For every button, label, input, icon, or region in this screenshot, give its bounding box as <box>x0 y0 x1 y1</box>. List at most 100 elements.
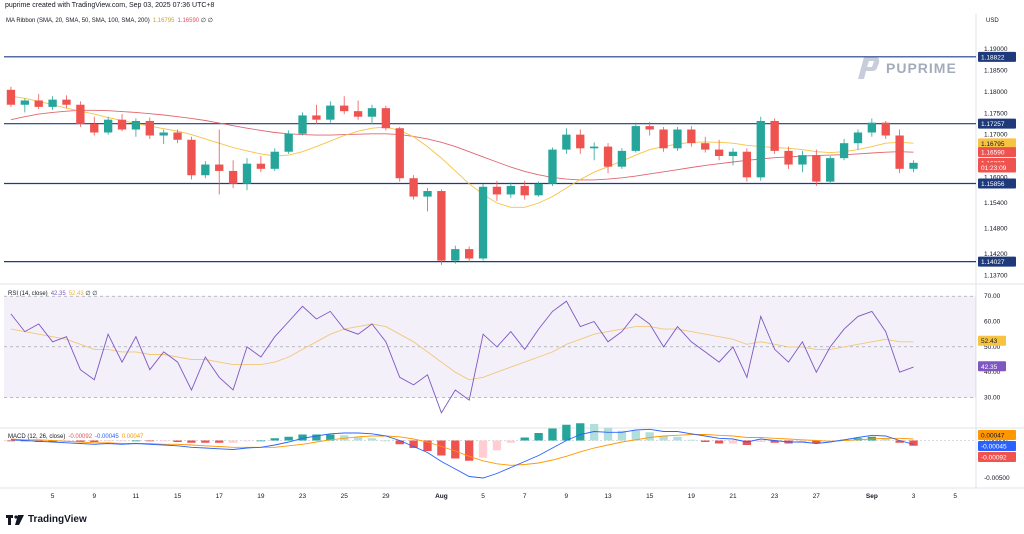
candle-body <box>895 135 904 169</box>
ma-ribbon-legend[interactable]: MA Ribbon (SMA, 20, SMA, 50, SMA, 100, S… <box>6 17 213 24</box>
time-tick-label: Sep <box>866 493 878 500</box>
macd-histogram-bar <box>326 434 335 441</box>
candle-body <box>437 191 446 261</box>
macd-histogram-bar <box>284 436 293 441</box>
macd-histogram-bar <box>520 437 529 441</box>
macd-histogram-bar <box>895 440 904 443</box>
macd-histogram-bar <box>714 440 724 444</box>
candle-body <box>215 164 224 171</box>
macd-histogram-bar <box>423 440 432 451</box>
macd-histogram-bar <box>701 440 710 442</box>
level-price-label: 1.14027 <box>981 259 1005 266</box>
time-tick-label: 21 <box>729 493 737 500</box>
macd-histogram-bar <box>6 440 16 442</box>
currency-label: USD <box>986 18 999 24</box>
candle-body <box>909 162 918 169</box>
candle-body <box>353 111 363 117</box>
candle-body <box>145 120 154 136</box>
time-tick-label: 5 <box>481 493 485 500</box>
candle-body <box>756 120 765 178</box>
candle-body <box>839 143 849 159</box>
candle-body <box>867 122 877 133</box>
candle-body <box>20 100 29 105</box>
candle-body <box>48 99 57 107</box>
macd-histogram-bar <box>48 440 57 442</box>
macd-histogram-bar <box>187 440 196 443</box>
tradingview-branding[interactable]: TradingView <box>6 514 87 525</box>
candle-body <box>742 151 752 178</box>
candle-body <box>603 146 613 167</box>
candle-body <box>298 115 307 134</box>
macd-signal-value: 0.00047 <box>121 434 144 440</box>
macd-histogram-bar <box>492 440 502 451</box>
macd-histogram-bar <box>728 440 738 444</box>
candle-body <box>576 134 585 149</box>
macd-value-tag <box>978 452 1016 462</box>
time-tick-label: 27 <box>813 493 821 500</box>
rsi-tick-label: 30.00 <box>984 395 1001 402</box>
candle-body <box>326 105 335 120</box>
time-tick-label: 17 <box>216 493 224 500</box>
candle-body <box>687 129 696 144</box>
candle-body <box>173 132 182 140</box>
candle-body <box>520 185 529 196</box>
candle-body <box>659 129 668 149</box>
macd-line-value: -0.00045 <box>95 434 119 440</box>
rsi-value: 42.35 <box>50 291 66 297</box>
rsi-tick-label: 70.00 <box>984 293 1001 300</box>
macd-histogram-bar <box>812 440 821 444</box>
candle-body <box>256 163 266 169</box>
macd-histogram-bar <box>548 428 557 441</box>
price-tick-label: 1.17000 <box>984 132 1008 139</box>
ma-ribbon-value-2: 1.16590 <box>177 18 200 24</box>
rsi-tail: ∅ ∅ <box>85 291 98 297</box>
level-price-tag <box>978 118 1016 129</box>
candle-body <box>423 191 432 197</box>
macd-label: MACD (12, 26, close) <box>8 434 66 440</box>
rsi-tick-label: 60.00 <box>984 319 1001 326</box>
price-tick-label: 1.17500 <box>984 110 1008 117</box>
macd-histogram-bar <box>603 427 613 441</box>
candle-body <box>117 119 127 130</box>
puprime-logo-icon <box>858 57 880 79</box>
candle-body <box>270 151 279 169</box>
candle-body <box>631 126 640 151</box>
candle-body <box>90 123 99 133</box>
macd-histogram-bar <box>451 440 460 459</box>
macd-histogram-bar <box>478 440 488 458</box>
rsi-legend[interactable]: RSI (14, close) 42.35 52.43 ∅ ∅ <box>8 290 98 297</box>
rsi-ma-tag <box>978 335 1006 346</box>
candle-body <box>381 108 391 129</box>
macd-histogram-bar <box>437 440 446 456</box>
watermark-text: PUPRIME <box>886 60 957 76</box>
macd-histogram-bar <box>159 440 168 442</box>
rsi-value-tag <box>978 361 1006 372</box>
candle-body <box>589 146 599 149</box>
macd-histogram-bar <box>881 438 890 441</box>
candle-body <box>826 158 835 182</box>
macd-line <box>10 428 914 479</box>
time-tick-label: 15 <box>646 493 654 500</box>
ma-ribbon-tail: ∅ ∅ <box>200 18 213 24</box>
candle-body <box>812 155 821 182</box>
candle-body <box>395 128 404 179</box>
time-tick-label: 3 <box>912 493 916 500</box>
time-tick-label: 11 <box>133 493 140 500</box>
macd-value-tag-label: 0.00047 <box>981 433 1005 440</box>
current-price-tag <box>978 138 1016 149</box>
candle-body <box>798 155 807 165</box>
macd-histogram-bar <box>173 440 182 442</box>
macd-histogram-bar <box>589 424 599 441</box>
macd-histogram-bar <box>76 440 85 442</box>
time-tick-label: 25 <box>341 493 349 500</box>
macd-histogram-bar <box>298 434 307 441</box>
level-price-label: 1.15856 <box>981 181 1005 188</box>
macd-histogram-bar <box>215 440 224 443</box>
candle-body <box>853 132 863 144</box>
macd-value-tag-label: -0.00045 <box>981 444 1007 451</box>
price-tick-label: 1.19000 <box>984 46 1008 53</box>
candle-body <box>506 185 515 195</box>
candle-body <box>645 126 654 130</box>
macd-legend[interactable]: MACD (12, 26, close) -0.00092 -0.00045 0.00… <box>8 434 143 440</box>
